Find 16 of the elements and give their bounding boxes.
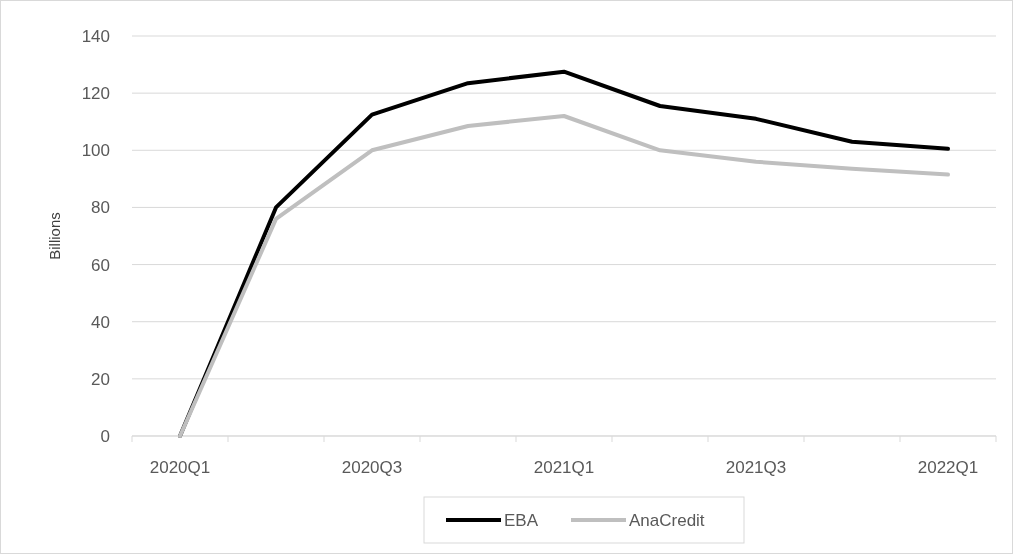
x-tick-label: 2020Q3	[341, 458, 403, 477]
y-tick-label: 20	[91, 369, 110, 389]
x-tick-label: 2020Q1	[149, 458, 211, 477]
y-tick-label: 100	[81, 141, 110, 161]
y-tick-label: 60	[91, 255, 110, 275]
y-tick-label: 0	[100, 426, 110, 446]
y-axis-title: Billions	[46, 212, 63, 260]
y-tick-label: 80	[91, 198, 110, 218]
y-tick-label: 140	[81, 26, 110, 46]
y-tick-label: 40	[91, 312, 110, 332]
legend-label: AnaCredit	[629, 510, 705, 530]
x-tick-label: 2021Q3	[725, 458, 787, 477]
x-tick-label: 2022Q1	[917, 458, 979, 477]
legend-label: EBA	[504, 510, 539, 530]
y-tick-label: 120	[81, 84, 110, 104]
x-tick-label: 2021Q1	[533, 458, 595, 477]
